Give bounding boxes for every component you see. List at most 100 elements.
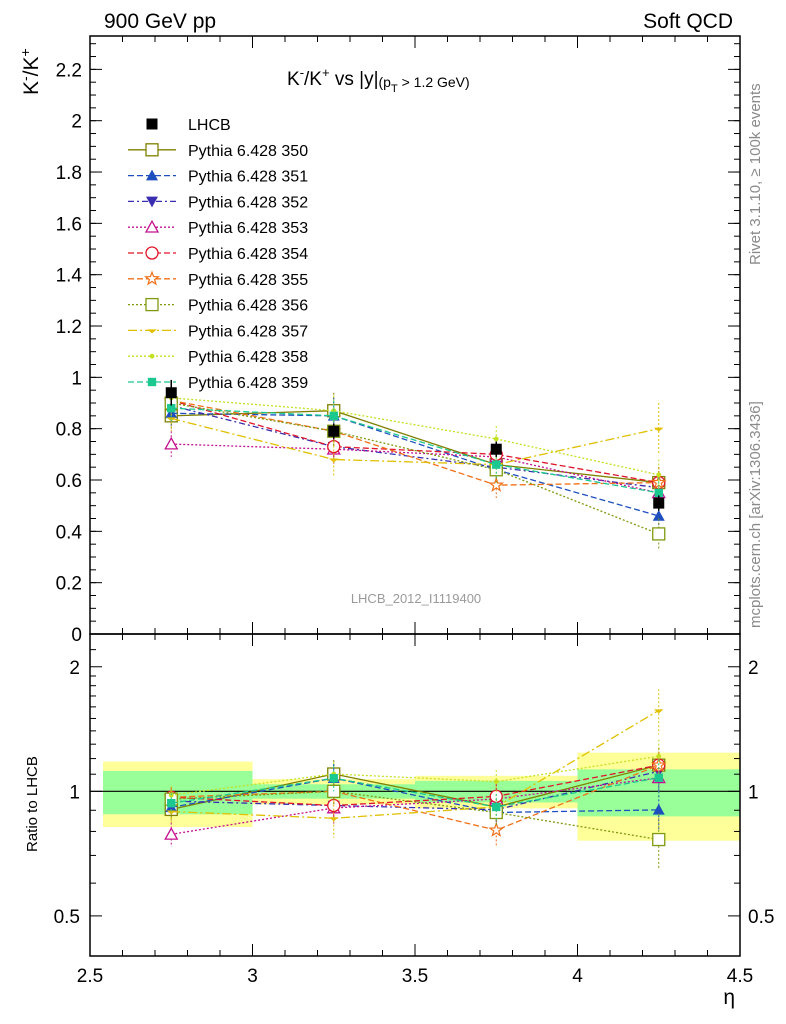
x-tick-label: 3.5 (402, 966, 428, 987)
series-5-point (488, 476, 505, 492)
y-tick-label: 0 (71, 625, 82, 646)
series-8-line (171, 397, 659, 476)
legend-label-8: Pythia 6.428 358 (188, 349, 308, 366)
y-tick-label: 0.2 (56, 574, 82, 595)
series-1-point (652, 509, 665, 521)
series-3-line (171, 443, 659, 494)
series-9-point (492, 460, 501, 469)
data-point (165, 387, 177, 399)
y-tick-label: 1 (71, 368, 82, 389)
plot-title: K-/K+ vs |y|(pT > 1.2 GeV) (287, 65, 470, 95)
series-1-ratio-line (171, 777, 659, 814)
ratio-y-axis-title: Ratio to LHCB (24, 756, 41, 852)
series-9-ratio-line (171, 777, 659, 808)
series-8-ratio-line (171, 755, 659, 796)
legend-label-data: LHCB (188, 117, 231, 134)
legend-marker-5 (144, 270, 160, 286)
ratio-panel-series (163, 689, 667, 870)
series-3-ratio-point (164, 826, 179, 840)
main-panel-series (163, 379, 667, 550)
series-7-line (171, 417, 659, 466)
y-tick-label: 0.6 (56, 471, 82, 492)
series-9-point (654, 488, 663, 498)
series-9-ratio-point (329, 773, 338, 783)
series-9-ratio-point (492, 802, 501, 812)
series-6-point (652, 527, 666, 541)
series-7-ratio-point (653, 709, 664, 714)
series-9-point (167, 403, 176, 413)
legend-marker-4 (145, 246, 159, 260)
series-3-ratio-line (171, 777, 659, 835)
legend-marker-0 (145, 143, 159, 157)
legend: LHCB Pythia 6.428 350 Pythia 6.428 351 Pyth… (128, 117, 308, 392)
series-9-line (171, 407, 659, 494)
series-7-ratio-point (166, 810, 177, 815)
ratio-tick-label-right: 2 (748, 658, 759, 679)
series-0-line (171, 410, 659, 484)
legend-label-2: Pythia 6.428 352 (188, 194, 308, 211)
series-8-point (656, 472, 662, 478)
legend-marker-3 (144, 219, 160, 233)
x-axis-title: η (723, 986, 735, 1009)
series-8-ratio-point (656, 753, 662, 759)
data-point (653, 497, 665, 509)
legend-marker-data (146, 118, 158, 130)
series-3-point (164, 436, 179, 450)
series-1-line (171, 412, 659, 517)
series-8-ratio-point (493, 779, 499, 785)
series-9-point (329, 411, 338, 421)
series-9-ratio-point (654, 773, 663, 782)
legend-marker-6 (145, 297, 159, 312)
legend-marker-7 (147, 329, 157, 334)
series-7-ratio-line (171, 709, 660, 819)
series-7-point (328, 458, 339, 463)
y-tick-label: 1.6 (56, 214, 82, 235)
legend-label-5: Pythia 6.428 355 (188, 272, 308, 289)
series-6-ratio-line (171, 790, 659, 841)
legend-label-4: Pythia 6.428 354 (188, 246, 308, 263)
legend-label-1: Pythia 6.428 351 (188, 169, 308, 186)
ratio-tick-label-left: 1 (69, 782, 80, 803)
series-5-ratio-line (171, 764, 659, 831)
y-tick-label: 2 (71, 112, 82, 133)
data-point (328, 425, 340, 437)
legend-label-6: Pythia 6.428 356 (188, 298, 308, 315)
legend-marker-8 (149, 353, 155, 359)
y-axis-title: K-/K+ (17, 48, 43, 95)
series-4-line (171, 399, 659, 484)
x-tick-label: 4 (572, 966, 583, 987)
ratio-tick-label-right: 0.5 (748, 907, 774, 928)
legend-marker-2 (146, 196, 158, 208)
x-tick-label: 2.5 (77, 966, 103, 987)
x-tick-label: 3 (247, 966, 258, 987)
y-tick-label: 0.4 (56, 522, 83, 543)
y-tick-label: 1.4 (56, 266, 83, 287)
series-5-line (171, 399, 659, 486)
header-right: Soft QCD (643, 10, 733, 33)
series-0-ratio-line (171, 764, 659, 811)
axis-ticks: 2.5 3 3.5 4 4.5 0 0.2 0.4 0.6 0.8 1 1.2 1.4 1.6 1.8 2 2.… (54, 36, 774, 987)
ratio-tick-label-left: 0.5 (54, 907, 80, 928)
y-tick-label: 2.2 (56, 60, 82, 81)
series-8-point (493, 436, 499, 442)
series-7-point (653, 427, 664, 432)
y-tick-label: 1.2 (56, 317, 82, 338)
series-7-ratio-point (328, 817, 339, 822)
analysis-watermark: LHCB_2012_I1119400 (351, 591, 481, 606)
legend-marker-9 (147, 377, 157, 387)
series-6-ratio-point (652, 832, 666, 847)
legend-label-7: Pythia 6.428 357 (188, 323, 308, 340)
header-left: 900 GeV pp (104, 10, 216, 33)
legend-label-3: Pythia 6.428 353 (188, 220, 308, 237)
legend-label-0: Pythia 6.428 350 (188, 143, 308, 160)
series-4-ratio-line (171, 764, 659, 807)
data-point (490, 443, 502, 455)
y-tick-label: 1.8 (56, 163, 82, 184)
x-tick-label: 4.5 (727, 966, 753, 987)
legend-marker-1 (146, 169, 158, 181)
series-9-ratio-point (167, 798, 176, 808)
series-1-ratio-point (652, 803, 665, 815)
series-6-line (171, 402, 659, 535)
ratio-tick-label-right: 1 (748, 782, 759, 803)
